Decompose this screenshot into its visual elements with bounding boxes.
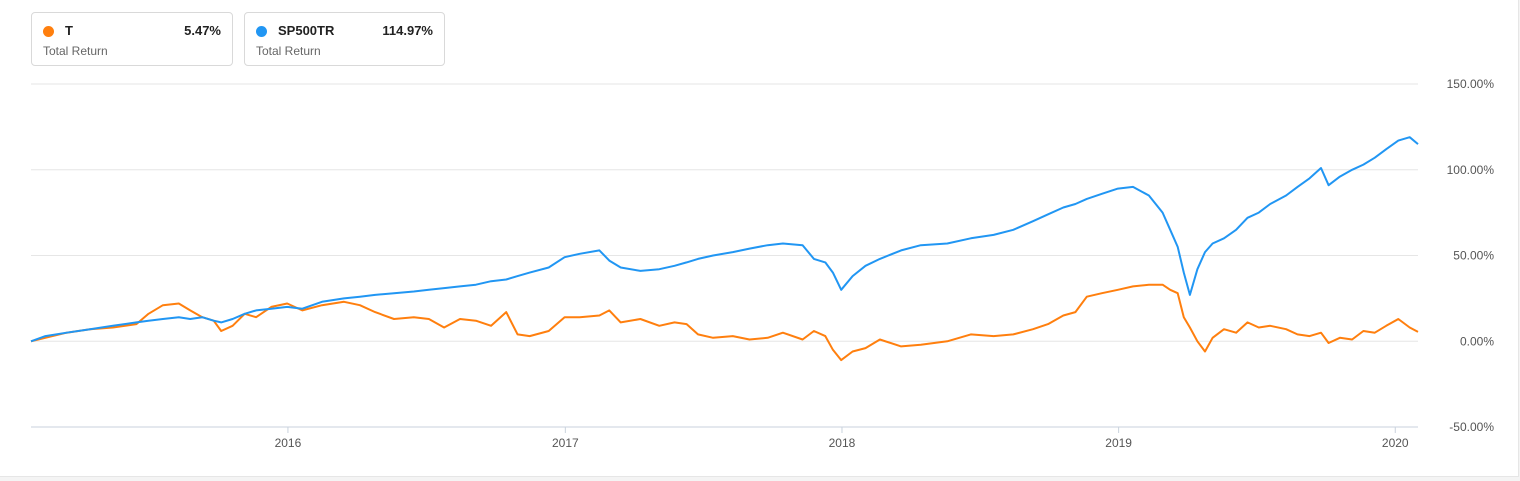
legend-symbol: T: [65, 23, 73, 38]
x-axis-ticks: 2016 2017 2018 2019 2020: [275, 427, 1409, 450]
legend-value: 5.47%: [184, 23, 221, 38]
y-tick-label: 0.00%: [1460, 334, 1494, 348]
legend-card-sp500tr[interactable]: SP500TR 114.97% Total Return: [244, 12, 445, 66]
legend-dot-icon: [43, 26, 54, 37]
series-lines: [30, 136, 1419, 362]
y-tick-label: 50.00%: [1453, 249, 1494, 263]
x-tick-label: 2020: [1382, 436, 1409, 450]
x-tick-label: 2019: [1105, 436, 1132, 450]
legend-card-t[interactable]: T 5.47% Total Return: [31, 12, 233, 66]
series-line-sp500tr[interactable]: [30, 136, 1419, 343]
legend-label: Total Return: [43, 44, 108, 58]
x-tick-label: 2018: [829, 436, 856, 450]
y-tick-label: -50.00%: [1449, 420, 1494, 434]
legend-label: Total Return: [256, 44, 321, 58]
gridlines: [31, 83, 1418, 428]
series-line-t[interactable]: [30, 283, 1419, 362]
y-tick-label: 150.00%: [1447, 77, 1495, 91]
legend-value: 114.97%: [382, 23, 433, 38]
x-tick-label: 2016: [275, 436, 302, 450]
legend-dot-icon: [256, 26, 267, 37]
x-tick-label: 2017: [552, 436, 579, 450]
y-axis-ticks: 150.00% 100.00% 50.00% 0.00% -50.00%: [1447, 77, 1495, 434]
y-tick-label: 100.00%: [1447, 163, 1495, 177]
legend-symbol: SP500TR: [278, 23, 335, 38]
